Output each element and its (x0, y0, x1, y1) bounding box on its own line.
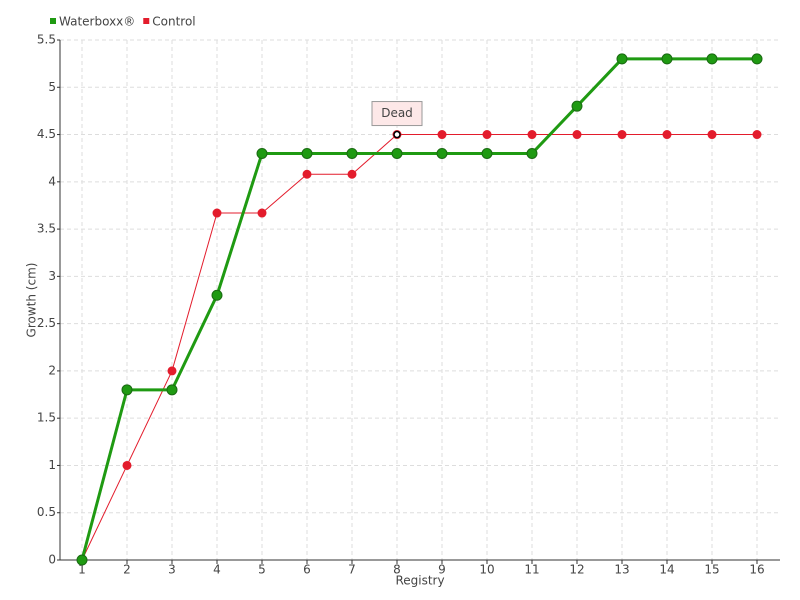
data-point (662, 130, 672, 140)
annotation-text: Dead (381, 106, 413, 120)
x-tick-label: 10 (479, 563, 494, 577)
data-point (707, 130, 717, 140)
legend-swatch (50, 18, 56, 24)
y-tick-label: 0.5 (37, 505, 56, 519)
x-tick-label: 1 (78, 563, 86, 577)
x-axis-label: Registry (395, 574, 444, 588)
y-tick-label: 5 (48, 80, 56, 94)
data-point (346, 147, 358, 159)
y-tick-label: 2.5 (37, 316, 56, 330)
data-point (391, 147, 403, 159)
data-point (526, 147, 538, 159)
data-point (437, 130, 447, 140)
data-point (572, 130, 582, 140)
data-point (616, 53, 628, 65)
data-point (706, 53, 718, 65)
series-line (81, 134, 757, 561)
y-tick-label: 4.5 (37, 127, 56, 141)
y-tick-label: 3.5 (37, 222, 56, 236)
data-point (121, 384, 133, 396)
data-point (661, 53, 673, 65)
data-point (76, 554, 88, 566)
x-tick-label: 2 (123, 563, 131, 577)
data-point (257, 208, 267, 218)
x-tick-label: 13 (614, 563, 629, 577)
data-point (166, 384, 178, 396)
series-line (80, 57, 757, 561)
data-point (302, 169, 312, 179)
x-tick-label: 14 (659, 563, 674, 577)
x-tick-label: 11 (524, 563, 539, 577)
legend-label: Control (152, 15, 195, 29)
data-point (256, 147, 268, 159)
legend-swatch (143, 18, 150, 24)
x-tick-label: 5 (258, 563, 266, 577)
x-tick-label: 15 (704, 563, 719, 577)
x-tick-label: 16 (749, 563, 764, 577)
data-point (752, 130, 762, 140)
y-tick-label: 1.5 (37, 411, 56, 425)
data-point (527, 130, 537, 140)
data-point (482, 130, 492, 140)
data-point (122, 460, 132, 470)
data-point (481, 147, 493, 159)
y-tick-label: 4 (48, 174, 56, 188)
x-tick-label: 12 (569, 563, 584, 577)
x-tick-label: 6 (303, 563, 311, 577)
annotation-marker (393, 130, 401, 139)
x-tick-label: 4 (213, 563, 221, 577)
data-point (167, 366, 177, 376)
data-point (211, 289, 223, 301)
annotation-box (371, 101, 423, 127)
x-tick-label: 9 (438, 563, 446, 577)
y-tick-label: 5.5 (37, 33, 56, 47)
data-point (212, 208, 222, 218)
data-point (347, 169, 357, 179)
y-tick-label: 0 (48, 553, 56, 567)
data-point (301, 147, 313, 159)
y-tick-label: 2 (48, 363, 56, 377)
x-tick-label: 3 (168, 563, 176, 577)
y-tick-label: 3 (48, 269, 56, 283)
y-tick-label: 1 (48, 458, 56, 472)
x-tick-label: 8 (393, 563, 401, 577)
legend-label: Waterboxx® (59, 15, 135, 29)
data-point (617, 130, 627, 140)
y-axis-label: Growth (cm) (25, 263, 39, 338)
data-point (436, 147, 448, 159)
data-point (571, 100, 583, 112)
data-point (751, 53, 763, 65)
x-tick-label: 7 (348, 563, 356, 577)
